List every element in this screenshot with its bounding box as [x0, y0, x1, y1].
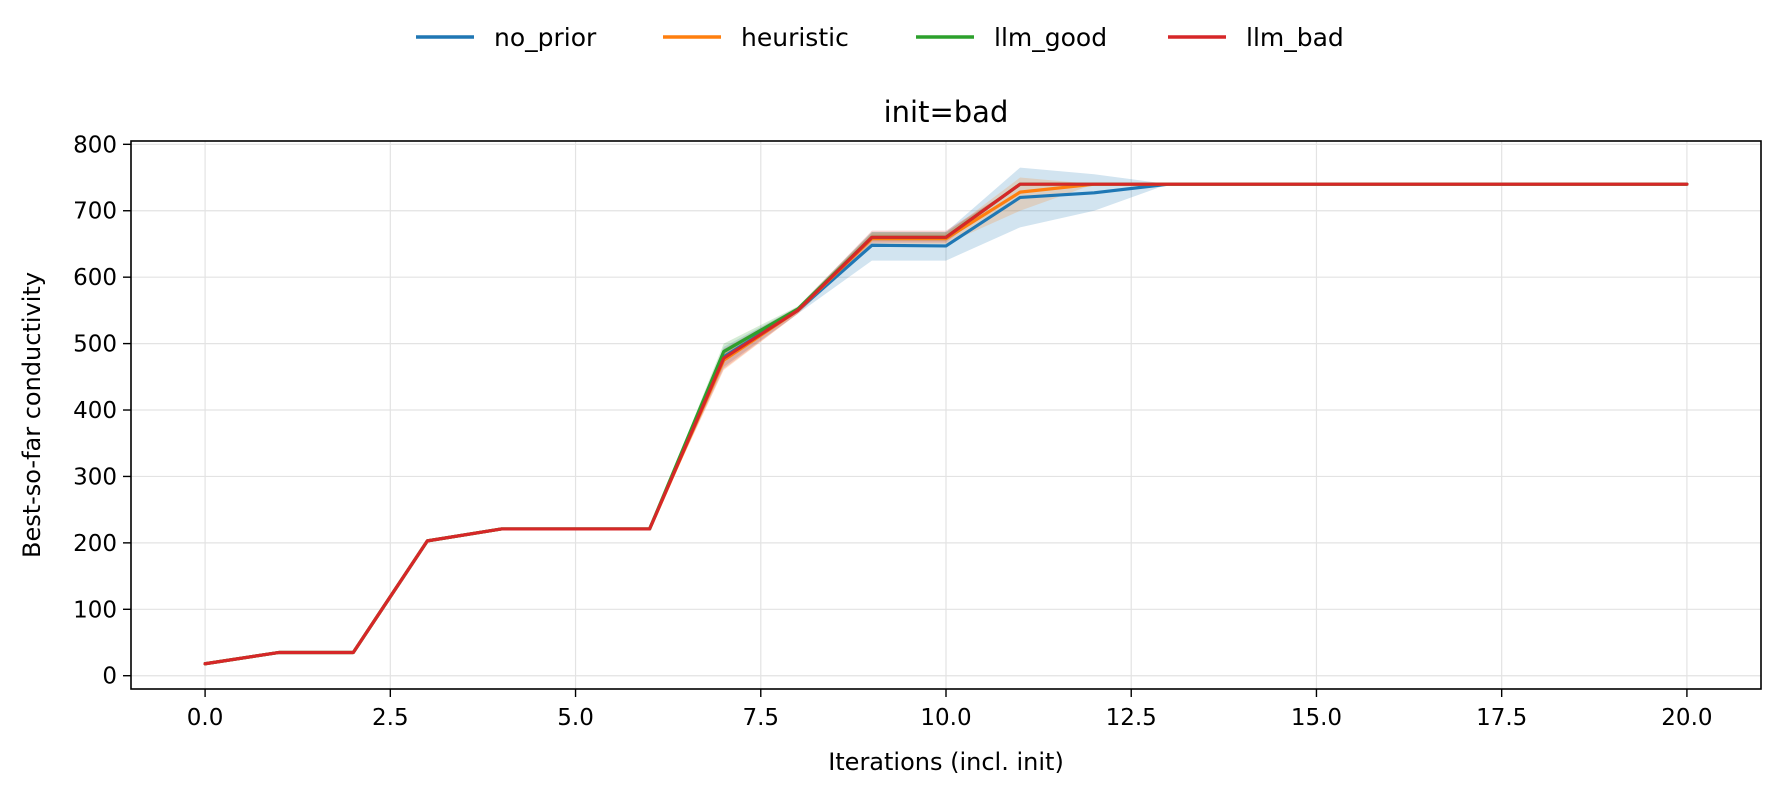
x-tick-label: 2.5	[372, 705, 409, 731]
x-tick-label: 20.0	[1661, 705, 1712, 731]
x-tick-label: 12.5	[1106, 705, 1157, 731]
x-tick-label: 5.0	[557, 705, 594, 731]
legend-label: no_prior	[494, 23, 597, 52]
x-tick-label: 7.5	[742, 705, 779, 731]
chart-title: init=bad	[884, 95, 1009, 129]
y-tick-label: 300	[73, 464, 117, 490]
y-tick-label: 400	[73, 398, 117, 424]
legend-item-heuristic: heuristic	[663, 23, 849, 52]
y-tick-label: 600	[73, 265, 117, 291]
legend-label: llm_good	[994, 23, 1107, 52]
y-tick-label: 700	[73, 199, 117, 225]
legend-item-llm_good: llm_good	[916, 23, 1107, 52]
legend-label: heuristic	[741, 23, 849, 52]
series-line-llm_bad	[203, 182, 1689, 666]
y-tick-label: 200	[73, 531, 117, 557]
y-axis-title: Best-so-far conductivity	[18, 272, 46, 558]
legend-item-llm_bad: llm_bad	[1168, 23, 1344, 52]
legend-item-no_prior: no_prior	[416, 23, 597, 52]
legend: no_prior heuristic llm_good llm_bad	[416, 23, 1344, 52]
y-tick-label: 800	[73, 132, 117, 158]
x-axis-title: Iterations (incl. init)	[828, 748, 1064, 776]
y-tick-label: 500	[73, 332, 117, 358]
series-lines	[203, 182, 1689, 666]
y-tick-label: 100	[73, 597, 117, 623]
x-tick-label: 15.0	[1291, 705, 1342, 731]
x-tick-label: 10.0	[920, 705, 971, 731]
y-tick-label: 0	[102, 664, 117, 690]
x-tick-label: 17.5	[1476, 705, 1527, 731]
grid	[131, 141, 1761, 689]
y-axis: 0 100 200 300 400 500 600 700 800	[73, 132, 131, 690]
x-tick-label: 0.0	[187, 705, 224, 731]
x-axis: 0.0 2.5 5.0 7.5 10.0 12.5 15.0 17.5 20.0	[187, 689, 1713, 731]
legend-label: llm_bad	[1246, 23, 1344, 52]
